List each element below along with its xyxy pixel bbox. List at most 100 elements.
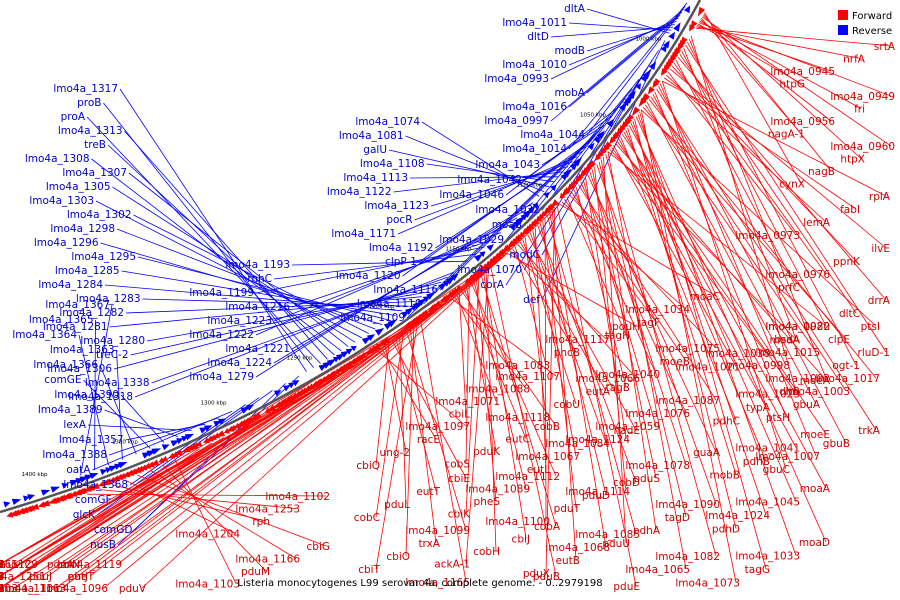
- reverse-leader-line: [291, 239, 493, 308]
- forward-gene-label: pduH: [612, 321, 640, 333]
- forward-gene-label: moaC: [690, 291, 720, 303]
- reverse-gene-arrow-44: [366, 334, 376, 341]
- forward-gene-arrow-173: [631, 106, 641, 117]
- scale-tick-label: 1050 kbp: [580, 113, 606, 119]
- reverse-gene-label: lmo4a_0993: [484, 73, 549, 85]
- forward-gene-label: pduC: [0, 583, 4, 595]
- reverse-gene-arrow-0: [3, 501, 11, 508]
- forward-gene-label: lmo4a_1103: [175, 579, 240, 591]
- forward-gene-arrow-59: [240, 419, 248, 425]
- forward-gene-arrow-36: [143, 462, 152, 469]
- reverse-gene-label: modC: [509, 249, 540, 261]
- reverse-leader-line: [255, 246, 485, 294]
- forward-gene-label: drrA: [868, 295, 891, 307]
- forward-gene-label: lmo4a_1118: [485, 412, 550, 424]
- reverse-gene-label: lmo4a_1216: [225, 301, 290, 313]
- reverse-gene-label: galU: [363, 144, 387, 156]
- reverse-leader-line: [128, 172, 349, 347]
- scale-ticks: 1000 kbp 1050 kbp 1100 kbp 1150 kbp 1200 kbp…: [22, 36, 662, 478]
- reverse-gene-arrow-12: [99, 469, 108, 476]
- reverse-gene-label: lmo4a_1044: [520, 129, 585, 141]
- forward-gene-label: lmo4a_1204: [175, 529, 240, 541]
- reverse-gene-label: lmo4a_1011: [502, 17, 567, 29]
- reverse-gene-label: lmo4a_1042: [457, 174, 522, 186]
- forward-leader-line: [0, 350, 379, 589]
- forward-leader-line: [149, 469, 297, 559]
- forward-gene-arrow-145: [550, 199, 560, 209]
- forward-gene-label: rpiA: [869, 191, 891, 203]
- reverse-gene-arrow-88: [662, 40, 670, 49]
- forward-leader-line: [69, 316, 429, 565]
- forward-gene-arrow-178: [652, 80, 660, 89]
- reverse-gene-arrow-22: [176, 438, 184, 445]
- reverse-gene-label: lmo4a_1199: [189, 287, 254, 299]
- reverse-gene-label: lmo4a_1298: [50, 223, 115, 235]
- forward-gene-label: trxA: [418, 538, 440, 550]
- reverse-gene-label: lmo4a_1193: [225, 259, 290, 271]
- forward-gene-label: lmo4a_1002: [765, 373, 830, 385]
- forward-gene-label: ptsH: [766, 412, 790, 424]
- forward-leader-line: [534, 228, 547, 470]
- forward-gene-arrow-176: [644, 92, 651, 100]
- forward-leader-line: [632, 120, 767, 516]
- forward-leader-line: [512, 248, 577, 353]
- forward-leader-line: [566, 196, 627, 336]
- forward-gene-arrow-84: [334, 368, 341, 375]
- forward-gene-label: lmo4a_1266: [0, 559, 4, 571]
- forward-leader-line: [690, 35, 797, 392]
- forward-gene-arrow-193: [697, 6, 706, 17]
- reverse-leader-line: [550, 17, 679, 80]
- forward-gene-arrow-86: [339, 364, 348, 371]
- forward-gene-arrow-39: [158, 457, 165, 464]
- reverse-gene-label: lmo4a_1367: [45, 299, 110, 311]
- forward-gene-label: typA: [746, 402, 771, 414]
- forward-gene-label: lmo4a_1105: [0, 559, 4, 571]
- forward-leader-line: [654, 91, 787, 418]
- forward-leader-line: [699, 20, 862, 109]
- reverse-gene-arrow-82: [628, 90, 636, 100]
- forward-gene-arrow-41: [168, 452, 176, 459]
- reverse-gene-label: dltA: [564, 3, 586, 15]
- reverse-gene-label: lmo4a_1368: [63, 479, 128, 491]
- forward-leader-line: [587, 174, 717, 453]
- forward-gene-label: lmo4a_1251: [0, 571, 46, 583]
- forward-gene-label: lmo4a_1230: [0, 583, 4, 595]
- reverse-leader-line: [405, 135, 545, 192]
- forward-leader-line: [456, 295, 497, 402]
- forward-leader-line: [594, 167, 627, 492]
- forward-gene-label: moeB: [660, 356, 690, 368]
- forward-gene-label: clpE: [828, 334, 850, 346]
- forward-gene-label: racE: [417, 434, 440, 446]
- reverse-leader-line: [121, 270, 396, 316]
- reverse-gene-label: lmo4a_1364: [12, 329, 77, 341]
- forward-gene-label: pduK: [473, 446, 501, 458]
- forward-gene-arrow-0: [6, 511, 14, 518]
- forward-leader-line: [162, 464, 267, 572]
- forward-gene-label: cbiM: [0, 559, 4, 571]
- forward-gene-label: lmo4a_0976: [765, 269, 830, 281]
- forward-leader-line: [377, 350, 467, 427]
- forward-leader-line: [420, 321, 467, 583]
- forward-leader-line: [613, 145, 737, 367]
- forward-gene-arrow-37: [147, 461, 155, 468]
- reverse-gene-label: lmo4a_1192: [369, 242, 434, 254]
- forward-leader-line: [483, 273, 527, 539]
- forward-gene-arrow-13: [59, 494, 67, 501]
- forward-gene-arrow-24: [100, 478, 111, 486]
- forward-leader-line: [585, 177, 627, 440]
- forward-gene-label: eutB: [556, 555, 580, 567]
- forward-leader-line: [671, 65, 857, 262]
- reverse-gene-label: lmo4a_1280: [80, 335, 145, 347]
- reverse-gene-label: lmo4a_1022: [475, 204, 540, 216]
- legend-reverse-swatch: [838, 25, 848, 35]
- forward-gene-label: pduM: [241, 566, 270, 578]
- forward-leader-line: [575, 187, 627, 388]
- reverse-gene-arrow-78: [606, 118, 615, 128]
- forward-gene-arrow-97: [380, 337, 391, 345]
- reverse-gene-label: lmo4a_1224: [207, 357, 272, 369]
- reverse-leader-line: [273, 232, 502, 322]
- reverse-gene-arrow-37: [326, 358, 337, 367]
- forward-gene-label: lmo4a_1099: [405, 525, 470, 537]
- forward-leader-line: [589, 171, 687, 466]
